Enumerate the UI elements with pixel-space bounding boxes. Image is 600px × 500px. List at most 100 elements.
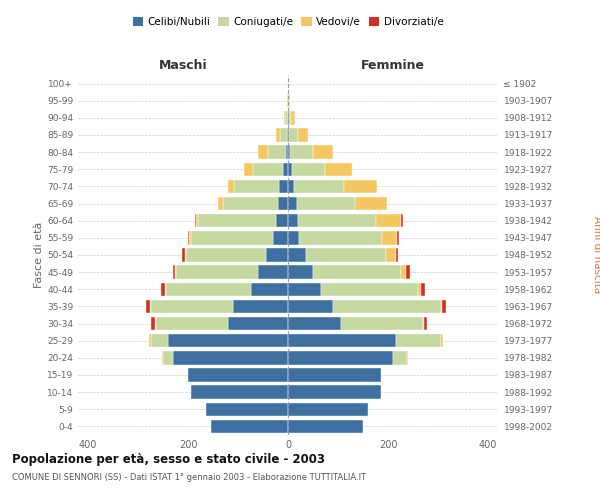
Bar bbox=[283, 162, 288, 176]
Text: Femmine: Femmine bbox=[361, 59, 425, 72]
Bar bbox=[162, 351, 163, 364]
Bar bbox=[298, 128, 308, 141]
Bar bbox=[228, 180, 234, 193]
Bar bbox=[407, 351, 408, 364]
Bar bbox=[344, 180, 377, 193]
Bar bbox=[297, 197, 355, 210]
Y-axis label: Fasce di età: Fasce di età bbox=[34, 222, 44, 288]
Bar bbox=[173, 351, 288, 364]
Bar bbox=[289, 128, 298, 141]
Bar bbox=[418, 282, 421, 296]
Bar bbox=[355, 197, 387, 210]
Bar bbox=[291, 111, 295, 124]
Bar bbox=[341, 317, 423, 330]
Bar bbox=[244, 162, 253, 176]
Bar bbox=[151, 317, 155, 330]
Bar bbox=[258, 146, 268, 159]
Bar bbox=[288, 317, 341, 330]
Bar bbox=[189, 231, 191, 244]
Bar bbox=[423, 317, 424, 330]
Bar bbox=[151, 334, 168, 347]
Bar bbox=[155, 317, 228, 330]
Bar bbox=[395, 248, 398, 262]
Bar bbox=[187, 231, 189, 244]
Bar bbox=[288, 282, 320, 296]
Bar bbox=[288, 368, 380, 382]
Bar bbox=[440, 334, 443, 347]
Bar bbox=[289, 94, 290, 108]
Bar bbox=[320, 282, 418, 296]
Bar bbox=[161, 282, 165, 296]
Bar bbox=[211, 420, 288, 433]
Bar bbox=[191, 386, 288, 399]
Bar bbox=[299, 231, 382, 244]
Bar bbox=[288, 197, 297, 210]
Bar bbox=[149, 334, 151, 347]
Bar bbox=[176, 266, 258, 279]
Bar bbox=[284, 111, 285, 124]
Text: Maschi: Maschi bbox=[158, 59, 208, 72]
Bar bbox=[146, 300, 150, 313]
Bar bbox=[273, 231, 288, 244]
Bar bbox=[393, 351, 407, 364]
Bar bbox=[294, 180, 344, 193]
Bar bbox=[288, 214, 298, 228]
Bar bbox=[305, 248, 386, 262]
Bar bbox=[163, 351, 173, 364]
Bar bbox=[440, 300, 442, 313]
Bar bbox=[287, 128, 288, 141]
Bar bbox=[185, 248, 265, 262]
Bar bbox=[288, 266, 313, 279]
Bar bbox=[386, 248, 395, 262]
Bar bbox=[275, 128, 280, 141]
Bar bbox=[288, 334, 395, 347]
Bar bbox=[168, 334, 288, 347]
Bar bbox=[397, 231, 399, 244]
Bar bbox=[286, 146, 288, 159]
Bar bbox=[191, 231, 273, 244]
Bar bbox=[253, 162, 283, 176]
Bar bbox=[442, 300, 446, 313]
Bar bbox=[288, 402, 368, 416]
Bar bbox=[289, 111, 291, 124]
Bar bbox=[292, 162, 325, 176]
Bar bbox=[382, 231, 397, 244]
Bar bbox=[313, 146, 332, 159]
Bar bbox=[173, 266, 175, 279]
Bar bbox=[288, 351, 393, 364]
Bar bbox=[196, 214, 198, 228]
Bar bbox=[395, 334, 440, 347]
Bar bbox=[288, 300, 333, 313]
Bar bbox=[406, 266, 409, 279]
Bar bbox=[198, 214, 275, 228]
Bar bbox=[288, 386, 380, 399]
Bar bbox=[288, 180, 294, 193]
Bar bbox=[279, 180, 288, 193]
Legend: Celibi/Nubili, Coniugati/e, Vedovi/e, Divorziati/e: Celibi/Nubili, Coniugati/e, Vedovi/e, Di… bbox=[128, 12, 448, 32]
Bar bbox=[182, 248, 185, 262]
Bar bbox=[288, 420, 363, 433]
Bar bbox=[151, 300, 233, 313]
Bar bbox=[223, 197, 278, 210]
Bar bbox=[288, 231, 299, 244]
Bar bbox=[188, 368, 288, 382]
Bar bbox=[288, 146, 290, 159]
Text: Popolazione per età, sesso e stato civile - 2003: Popolazione per età, sesso e stato civil… bbox=[12, 452, 325, 466]
Bar bbox=[234, 180, 279, 193]
Bar bbox=[205, 402, 288, 416]
Text: COMUNE DI SENNORI (SS) - Dati ISTAT 1° gennaio 2003 - Elaborazione TUTTITALIA.IT: COMUNE DI SENNORI (SS) - Dati ISTAT 1° g… bbox=[12, 472, 366, 482]
Bar bbox=[401, 214, 403, 228]
Bar bbox=[194, 214, 196, 228]
Bar bbox=[333, 300, 440, 313]
Bar bbox=[228, 317, 288, 330]
Bar bbox=[313, 266, 401, 279]
Bar bbox=[298, 214, 376, 228]
Bar bbox=[290, 146, 313, 159]
Bar bbox=[376, 214, 401, 228]
Bar bbox=[288, 128, 289, 141]
Bar bbox=[278, 197, 288, 210]
Bar bbox=[280, 128, 287, 141]
Bar bbox=[275, 214, 288, 228]
Bar bbox=[325, 162, 352, 176]
Bar bbox=[265, 248, 288, 262]
